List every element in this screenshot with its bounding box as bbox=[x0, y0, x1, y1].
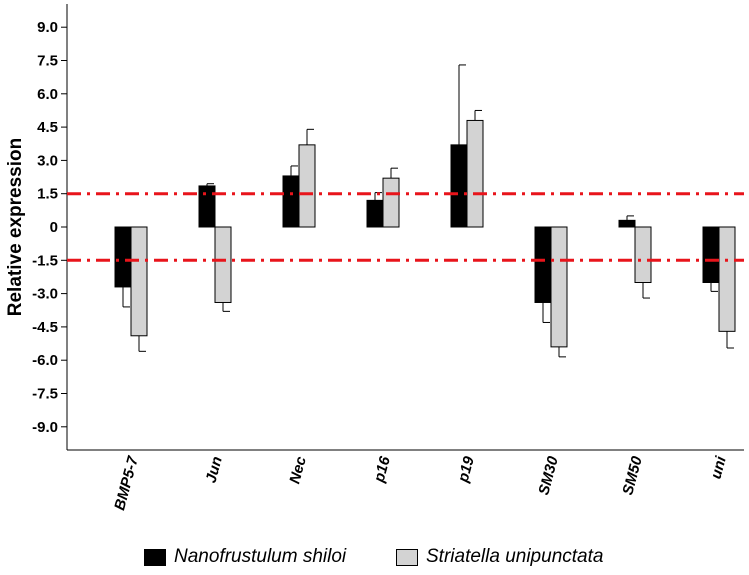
x-tick-label: Jun bbox=[203, 455, 226, 485]
legend-item-series-1: Nanofrustulum shiloi bbox=[144, 543, 346, 571]
legend-label-series-1: Nanofrustulum shiloi bbox=[174, 546, 347, 567]
bar-series-2-BMP5-7 bbox=[130, 226, 148, 337]
bar-series-1-uni bbox=[702, 226, 720, 283]
bar-series-2-SM50 bbox=[634, 226, 652, 283]
bar-series-1-Jun bbox=[198, 185, 216, 228]
x-tick-label: p19 bbox=[454, 454, 478, 485]
y-tick-label: -3.0 bbox=[32, 286, 58, 303]
bar-chart: 9.0 7.5 6.0 4.5 3.0 1.5 0 -1.5 -3.0 -4.5 -6.0 -7.5 -… bbox=[5, 4, 744, 512]
x-tick-label: Nec bbox=[286, 454, 310, 486]
x-tick-label: SM30 bbox=[535, 454, 562, 497]
y-axis-title: Relative expression bbox=[5, 138, 26, 316]
bar-series-2-p19 bbox=[466, 119, 484, 228]
y-tick-label: -7.5 bbox=[32, 386, 58, 403]
bar-series-1-SM50 bbox=[618, 219, 636, 228]
bar-series-2-p16 bbox=[382, 177, 400, 228]
y-tick-label: 9.0 bbox=[37, 19, 58, 36]
bar-series-1-p16 bbox=[366, 199, 384, 228]
bar-series-2-Jun bbox=[214, 226, 232, 303]
y-tick-label: 7.5 bbox=[37, 53, 58, 70]
y-tick-label: 3.0 bbox=[37, 152, 58, 169]
legend-swatch-series-2 bbox=[396, 548, 418, 566]
bar-series-2-Nec bbox=[298, 144, 316, 228]
x-tick-label: BMP5-7 bbox=[111, 454, 142, 512]
bar-series-2-uni bbox=[718, 226, 736, 332]
y-tick-label: 6.0 bbox=[37, 86, 58, 103]
bar-series-1-Nec bbox=[282, 175, 300, 228]
y-tick-label: -4.5 bbox=[32, 319, 58, 336]
x-tick-label: SM50 bbox=[619, 454, 646, 497]
x-axis-labels: BMP5-7 Jun Nec p16 p19 SM30 SM50 uni bbox=[111, 454, 730, 512]
x-tick-label: uni bbox=[708, 454, 730, 481]
legend-item-series-2: Striatella unipunctata bbox=[396, 543, 603, 571]
x-tick-label: p16 bbox=[370, 454, 394, 485]
legend-swatch-series-1 bbox=[144, 548, 166, 566]
y-tick-label: -6.0 bbox=[32, 352, 58, 369]
bar-series-2-SM30 bbox=[550, 226, 568, 348]
y-tick-label: -1.5 bbox=[32, 252, 58, 269]
y-tick-label: 1.5 bbox=[37, 186, 58, 203]
bar-series-1-BMP5-7 bbox=[114, 226, 132, 288]
legend: Nanofrustulum shiloi Striatella unipunct… bbox=[0, 543, 749, 571]
y-tick-label: 4.5 bbox=[37, 119, 58, 136]
bars bbox=[114, 64, 736, 358]
y-tick-label: -9.0 bbox=[32, 419, 58, 436]
y-tick-label: 0 bbox=[50, 219, 58, 236]
y-axis: 9.0 7.5 6.0 4.5 3.0 1.5 0 -1.5 -3.0 -4.5 -6.0 -7.5 -… bbox=[32, 4, 744, 451]
bar-series-1-p19 bbox=[450, 144, 468, 228]
legend-label-series-2: Striatella unipunctata bbox=[426, 546, 604, 567]
bar-series-1-SM30 bbox=[534, 226, 552, 303]
threshold-lines bbox=[67, 192, 744, 262]
